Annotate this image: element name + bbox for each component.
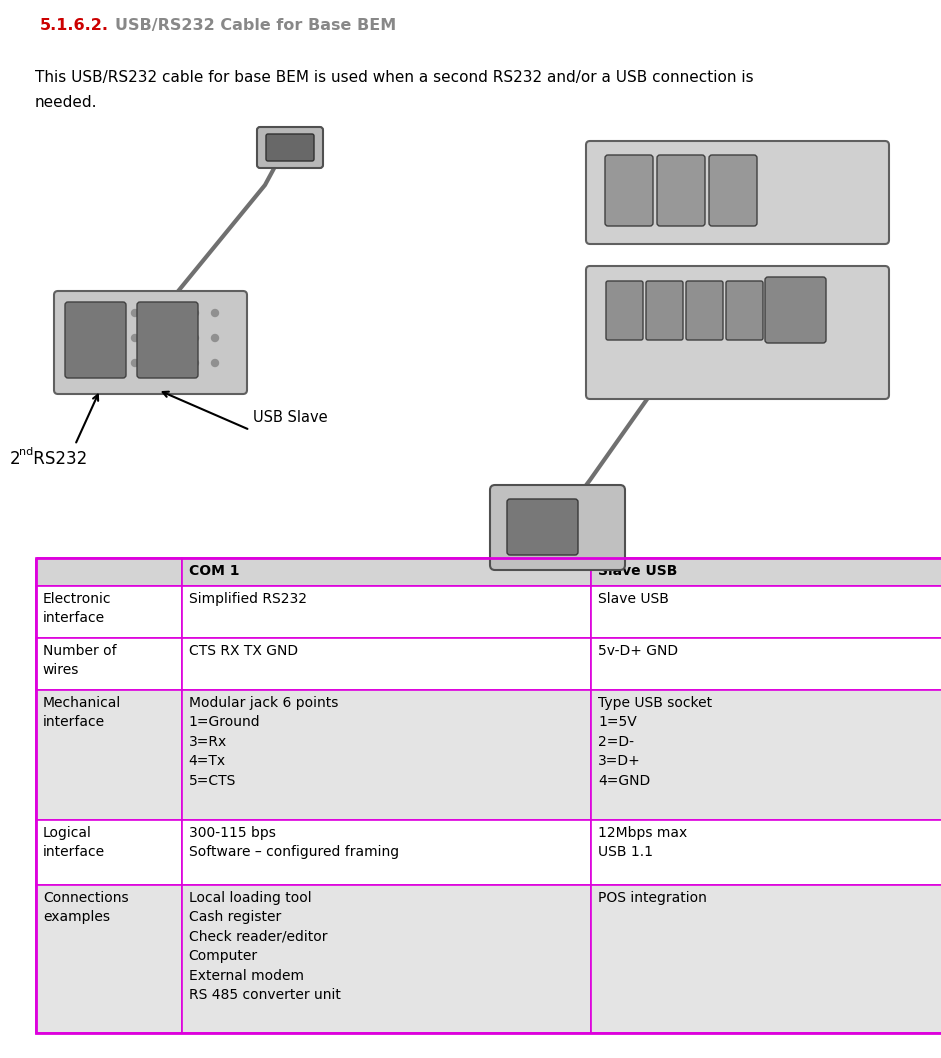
Circle shape bbox=[132, 310, 138, 316]
FancyBboxPatch shape bbox=[257, 127, 323, 168]
Bar bbox=[591, 638, 941, 690]
Bar bbox=[36, 558, 182, 585]
Circle shape bbox=[111, 360, 119, 366]
Text: Slave USB: Slave USB bbox=[598, 564, 678, 578]
Text: 12Mbps max
USB 1.1: 12Mbps max USB 1.1 bbox=[598, 825, 687, 859]
Text: Modular jack 6 points
1=Ground
3=Rx
4=Tx
5=CTS: Modular jack 6 points 1=Ground 3=Rx 4=Tx… bbox=[188, 695, 338, 787]
Text: Simplified RS232: Simplified RS232 bbox=[188, 591, 307, 605]
Circle shape bbox=[171, 360, 179, 366]
Text: POS integration: POS integration bbox=[598, 891, 707, 905]
Bar bbox=[591, 820, 941, 884]
Circle shape bbox=[152, 360, 158, 366]
Circle shape bbox=[212, 360, 218, 366]
FancyBboxPatch shape bbox=[726, 281, 763, 340]
FancyBboxPatch shape bbox=[507, 499, 578, 555]
Text: Connections
examples: Connections examples bbox=[42, 891, 128, 924]
Text: 5v-D+ GND: 5v-D+ GND bbox=[598, 643, 678, 658]
Circle shape bbox=[152, 334, 158, 342]
Circle shape bbox=[192, 360, 199, 366]
Text: Logical
interface: Logical interface bbox=[42, 825, 104, 859]
Circle shape bbox=[212, 310, 218, 316]
Text: Type USB socket
1=5V
2=D-
3=D+
4=GND: Type USB socket 1=5V 2=D- 3=D+ 4=GND bbox=[598, 695, 712, 787]
Text: Local loading tool
Cash register
Check reader/editor
Computer
External modem
RS : Local loading tool Cash register Check r… bbox=[188, 891, 341, 1002]
Circle shape bbox=[152, 310, 158, 316]
Bar bbox=[591, 558, 941, 585]
Bar bbox=[36, 884, 182, 1033]
Text: Number of
wires: Number of wires bbox=[42, 643, 117, 677]
Bar bbox=[182, 638, 591, 690]
Text: needed.: needed. bbox=[35, 95, 98, 110]
Circle shape bbox=[212, 334, 218, 342]
Bar bbox=[36, 585, 182, 638]
Text: nd: nd bbox=[19, 446, 33, 457]
Text: USB/RS232 Cable for Base BEM: USB/RS232 Cable for Base BEM bbox=[115, 18, 396, 33]
Text: Electronic
interface: Electronic interface bbox=[42, 591, 111, 625]
Bar bbox=[591, 690, 941, 820]
Circle shape bbox=[192, 310, 199, 316]
Bar bbox=[182, 820, 591, 884]
Circle shape bbox=[72, 310, 78, 316]
Circle shape bbox=[132, 360, 138, 366]
Text: Mechanical
interface: Mechanical interface bbox=[42, 695, 121, 729]
Circle shape bbox=[72, 360, 78, 366]
FancyBboxPatch shape bbox=[65, 302, 126, 378]
Text: Slave USB: Slave USB bbox=[598, 591, 669, 605]
Text: COM 1: COM 1 bbox=[188, 564, 239, 578]
FancyBboxPatch shape bbox=[137, 302, 198, 378]
Bar bbox=[591, 884, 941, 1033]
Bar bbox=[36, 820, 182, 884]
Circle shape bbox=[72, 334, 78, 342]
Text: CTS RX TX GND: CTS RX TX GND bbox=[188, 643, 297, 658]
FancyBboxPatch shape bbox=[657, 156, 705, 226]
Text: 300-115 bps
Software – configured framing: 300-115 bps Software – configured framin… bbox=[188, 825, 399, 859]
Bar bbox=[36, 558, 941, 1033]
Text: RS232: RS232 bbox=[28, 450, 88, 468]
FancyBboxPatch shape bbox=[586, 141, 889, 244]
Bar bbox=[182, 690, 591, 820]
Bar bbox=[182, 558, 591, 585]
FancyBboxPatch shape bbox=[266, 134, 314, 161]
Text: 2: 2 bbox=[10, 450, 21, 468]
Circle shape bbox=[91, 334, 99, 342]
Bar bbox=[36, 690, 182, 820]
FancyBboxPatch shape bbox=[490, 485, 625, 570]
Circle shape bbox=[192, 334, 199, 342]
Bar bbox=[182, 884, 591, 1033]
Circle shape bbox=[91, 360, 99, 366]
FancyBboxPatch shape bbox=[686, 281, 723, 340]
Bar bbox=[36, 638, 182, 690]
Circle shape bbox=[91, 310, 99, 316]
FancyBboxPatch shape bbox=[765, 277, 826, 343]
Bar bbox=[182, 585, 591, 638]
Circle shape bbox=[132, 334, 138, 342]
FancyBboxPatch shape bbox=[606, 281, 643, 340]
Circle shape bbox=[111, 310, 119, 316]
Circle shape bbox=[171, 310, 179, 316]
FancyBboxPatch shape bbox=[646, 281, 683, 340]
FancyBboxPatch shape bbox=[54, 291, 247, 394]
FancyBboxPatch shape bbox=[605, 156, 653, 226]
Circle shape bbox=[171, 334, 179, 342]
Bar bbox=[591, 585, 941, 638]
FancyBboxPatch shape bbox=[586, 266, 889, 399]
Circle shape bbox=[111, 334, 119, 342]
Text: USB Slave: USB Slave bbox=[253, 411, 327, 425]
FancyBboxPatch shape bbox=[709, 156, 757, 226]
Text: This USB/RS232 cable for base BEM is used when a second RS232 and/or a USB conne: This USB/RS232 cable for base BEM is use… bbox=[35, 70, 754, 85]
Text: 5.1.6.2.: 5.1.6.2. bbox=[40, 18, 109, 33]
